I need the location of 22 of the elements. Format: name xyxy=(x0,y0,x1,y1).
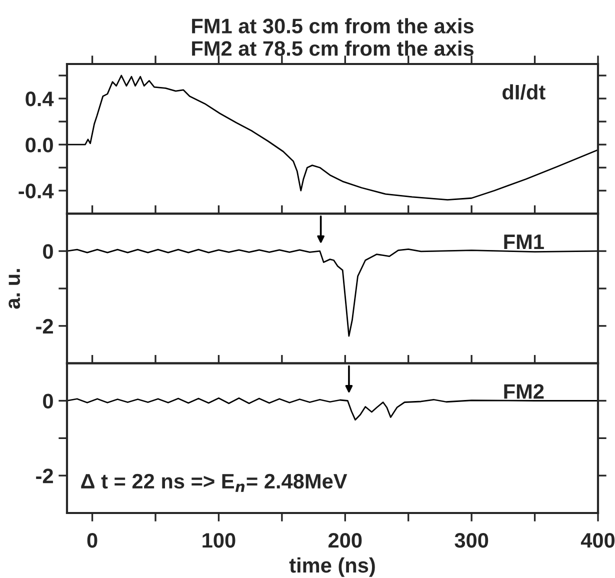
text: dI/dt xyxy=(502,84,546,100)
y-tick-label: 0 xyxy=(43,394,53,409)
y-tick-label: 0.4 xyxy=(26,92,54,106)
x-tick-label: 400 xyxy=(580,532,615,548)
x-tick-label: 200 xyxy=(328,532,362,548)
line-series xyxy=(67,74,598,201)
line-series xyxy=(67,248,598,337)
annotation: Δ t = 22 ns => E$_{n}$= 2.48MeV xyxy=(81,474,348,492)
series-label: FM2 xyxy=(504,384,544,399)
y-axis-title: a. u. xyxy=(8,269,20,309)
y-tick-label: -2 xyxy=(36,318,53,334)
y-tick-label: 0 xyxy=(43,244,53,259)
series-label: FM1 xyxy=(504,234,544,249)
x-tick-label: 0 xyxy=(87,532,98,548)
x-tick-label: 300 xyxy=(454,532,488,548)
y-tick-label: 0.0 xyxy=(26,138,53,152)
line-series xyxy=(67,397,598,421)
chart-title: FM1 at 30.5 cm from the axis FM2 at 78.5 cm from the axis xyxy=(192,18,474,56)
y-tick-label: -0.4 xyxy=(18,184,54,198)
x-tick-label: 100 xyxy=(202,532,236,548)
x-axis-title: time (ns) xyxy=(289,557,375,577)
y-tick-label: -2 xyxy=(36,468,53,484)
